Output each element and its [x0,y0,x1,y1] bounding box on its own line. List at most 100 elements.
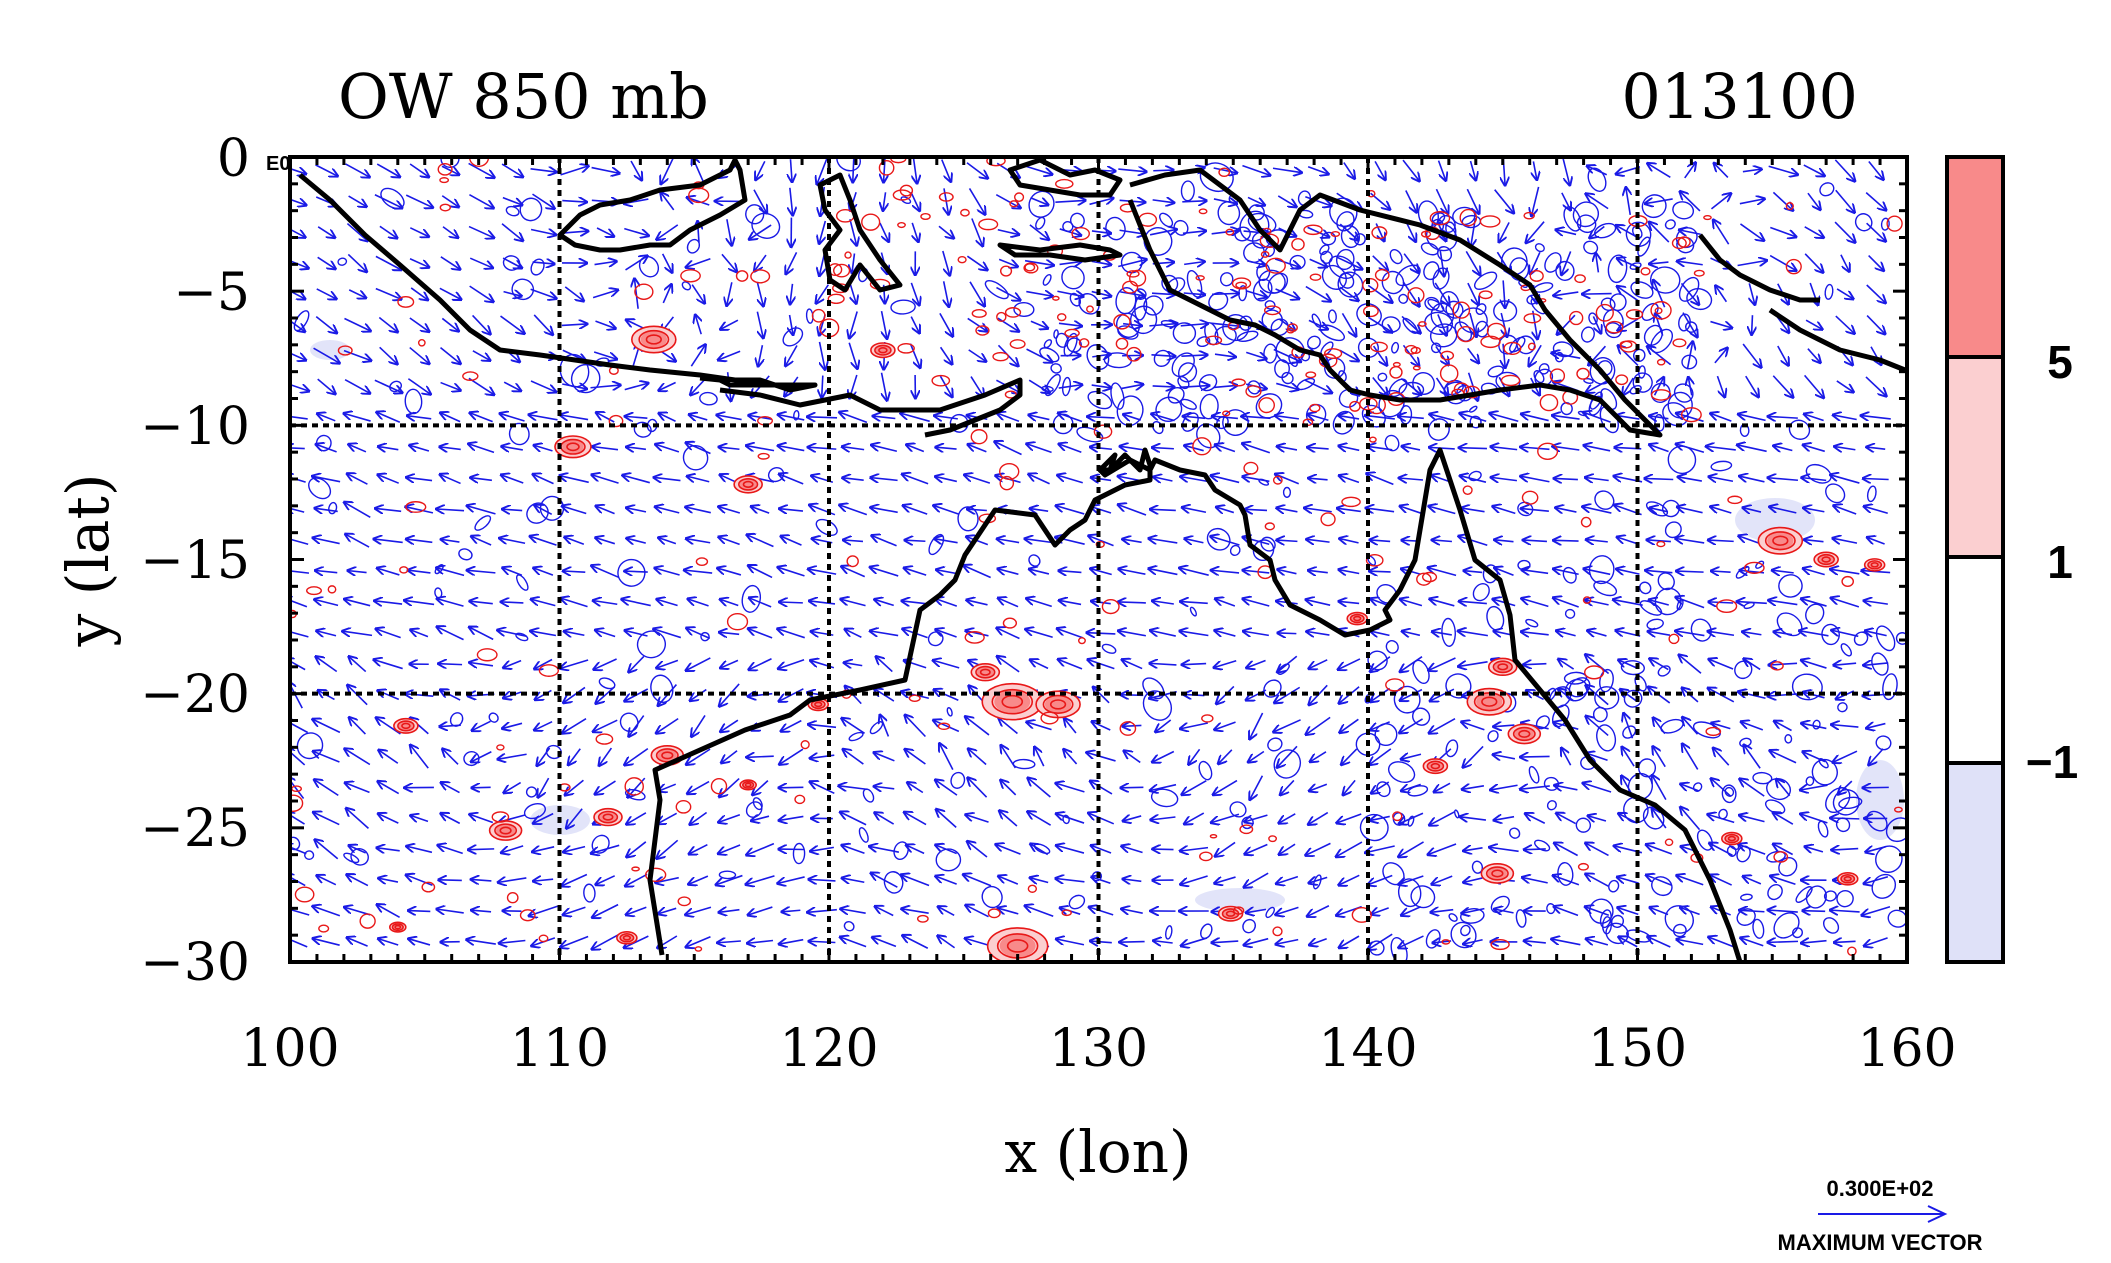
wind-vector [998,258,1017,266]
wind-vector [1179,386,1209,388]
wind-vector [1526,221,1545,243]
wind-vector [1029,224,1049,240]
wind-vector [503,381,520,391]
wind-vector [1460,476,1487,483]
wind-vector [409,346,429,364]
wind-vector [755,254,767,271]
wind-vector [1835,447,1856,450]
wind-vector [965,475,991,484]
wind-vector [1777,345,1788,365]
wind-vector [564,286,583,301]
wind-vector [1151,509,1176,510]
wind-vector [1713,748,1730,766]
wind-vector [530,169,557,172]
wind-vector [529,415,558,420]
wind-vector [1087,753,1116,762]
wind-vector [718,568,742,576]
wind-vector [530,288,556,298]
wind-vector [966,255,987,270]
wind-vector [870,631,899,636]
wind-vector [1342,748,1358,765]
wind-vector [997,413,1020,423]
wind-vector [470,662,494,665]
wind-vector [790,187,793,215]
wind-vector [779,688,804,701]
wind-vector [902,474,929,485]
wind-vector [747,756,774,757]
wind-vector [470,413,493,423]
wind-vector [1214,660,1237,668]
wind-vector [1277,195,1296,207]
wind-vector [1149,229,1176,234]
wind-vector [596,630,616,638]
wind-vector [717,415,742,420]
wind-vector [695,315,701,335]
wind-vector [1649,222,1670,243]
wind-vector [1156,719,1172,732]
wind-vector [411,630,429,638]
wind-vector [1653,378,1664,396]
wind-vector [748,566,773,579]
wind-vector [1677,571,1704,572]
wind-vector [1437,160,1446,181]
wind-vector [691,377,707,395]
wind-vector [687,476,710,481]
wind-vector [375,255,401,269]
wind-vector [1248,750,1265,762]
positive-fill-high [1767,532,1794,550]
wind-vector [781,719,802,731]
wind-vector [850,284,856,304]
wind-vector [1152,414,1175,422]
wind-vector [568,748,581,765]
wind-vector [1059,571,1082,573]
wind-vector [1522,599,1549,608]
wind-vector [313,347,340,363]
wind-vector [873,416,896,418]
wind-vector [1151,631,1176,637]
wind-vector [1180,631,1209,635]
wind-vector [880,715,890,737]
wind-vector [839,786,868,790]
wind-vector [441,413,461,423]
wind-vector [1711,571,1731,572]
wind-vector [1770,226,1795,236]
corner-label: E0 [266,153,290,175]
wind-vector [1586,716,1609,737]
wind-vector [1716,286,1728,303]
colorbar-band-low [1947,763,2003,962]
wind-vector [904,812,927,826]
wind-vector [1769,600,1798,604]
wind-vector [749,224,772,239]
wind-vector [1522,414,1549,422]
wind-vector [290,290,305,299]
wind-vector [778,629,805,639]
wind-vector [1706,446,1736,450]
wind-vector [841,599,866,607]
wind-vector [1309,783,1328,791]
wind-vector [905,715,926,738]
wind-vector [727,219,732,245]
wind-vector [1123,816,1142,821]
wind-vector [749,658,772,670]
y-tick-label: −30 [140,933,250,993]
wind-vector [565,537,585,546]
wind-vector [1586,540,1608,542]
wind-vector [1459,536,1488,546]
wind-vector [1245,291,1266,297]
wind-vector [313,538,340,545]
wind-vector [1121,384,1143,388]
wind-vector [406,507,434,514]
wind-vector [1586,194,1609,210]
wind-vector [852,253,854,272]
wind-vector [1150,783,1177,791]
wind-vector [1711,413,1732,422]
wind-vector [441,539,460,542]
wind-vector [942,250,950,275]
wind-vector [1562,251,1572,274]
wind-vector [810,601,836,604]
wind-vector [1710,320,1731,328]
wind-vector [535,720,553,730]
wind-vector [1027,444,1052,454]
wind-vector [790,159,792,181]
wind-vector [1091,478,1112,481]
